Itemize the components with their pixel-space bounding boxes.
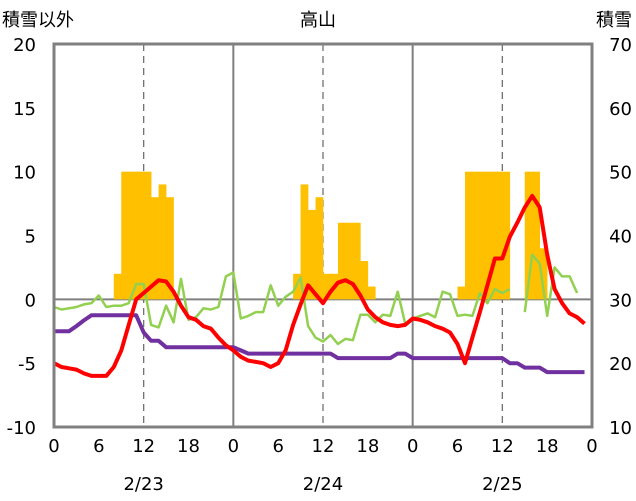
precip-bar [367, 286, 376, 300]
y-axis-right-ticks: 10 20 30 40 50 60 70 [609, 35, 632, 439]
precip-bar [360, 261, 369, 300]
x-tick-label: 18 [536, 436, 559, 457]
precip-bar [494, 171, 503, 300]
x-tick-label: 6 [93, 436, 104, 457]
precip-bars [113, 171, 548, 300]
precip-bar [464, 171, 473, 300]
day-label: 2/25 [482, 474, 522, 495]
y-right-tick-label: 40 [609, 227, 632, 248]
y-left-tick-label: 15 [13, 99, 36, 120]
y-right-tick-label: 50 [609, 163, 632, 184]
x-tick-label: 0 [228, 436, 239, 457]
x-tick-label: 6 [452, 436, 463, 457]
precip-bar [300, 184, 309, 300]
precip-bar [337, 222, 346, 300]
x-tick-label: 18 [177, 436, 200, 457]
x-tick-label: 12 [491, 436, 514, 457]
snow-depth-line [54, 313, 585, 375]
precip-bar [539, 248, 548, 300]
y-left-tick-label: -5 [18, 354, 36, 375]
precip-bar [136, 171, 144, 300]
wind-line [523, 253, 579, 318]
series-lines [53, 193, 586, 378]
precip-bar [532, 171, 540, 300]
day-labels: 2/23 2/24 2/25 [123, 474, 522, 495]
precip-bar [352, 222, 361, 300]
x-tick-label: 0 [48, 436, 59, 457]
y-right-tick-label: 60 [609, 99, 632, 120]
day-label: 2/23 [123, 474, 163, 495]
y-right-tick-label: 20 [609, 354, 632, 375]
precip-bar [457, 286, 466, 300]
precip-bar [524, 171, 533, 300]
y-left-tick-label: 10 [13, 163, 36, 184]
precip-bar [502, 171, 511, 300]
x-tick-label: 6 [272, 436, 283, 457]
y-right-tick-label: 30 [609, 290, 632, 311]
precip-bar [487, 171, 496, 300]
plot-frame [52, 42, 594, 429]
x-tick-label: 0 [407, 436, 418, 457]
precip-bar [472, 171, 481, 300]
y-axis-left-ticks: -10 -5 0 5 10 15 20 [7, 35, 36, 439]
x-tick-label: 12 [132, 436, 155, 457]
precip-bar [113, 273, 122, 300]
precip-bar [128, 171, 137, 300]
day-label: 2/24 [303, 474, 343, 495]
precip-bar [315, 197, 324, 300]
precip-bar [143, 171, 152, 300]
wind-line [53, 271, 511, 346]
y-right-tick-label: 70 [609, 35, 632, 56]
x-tick-label: 0 [586, 436, 597, 457]
y-axis-left-title: 積雪以外 [2, 10, 74, 31]
precip-bar [166, 197, 174, 300]
y-axis-right-title: 積雪 [596, 10, 632, 31]
y-left-tick-label: 20 [13, 35, 36, 56]
y-right-tick-label: 10 [609, 418, 632, 439]
precip-bar [345, 222, 354, 300]
precip-bar [121, 171, 130, 300]
precip-bar [479, 171, 488, 300]
y-left-tick-label: 5 [25, 227, 36, 248]
x-tick-label: 18 [356, 436, 379, 457]
y-left-tick-label: -10 [7, 418, 36, 439]
chart-title: 高山 [300, 10, 336, 31]
precip-bar [323, 273, 331, 300]
precip-bar [151, 197, 159, 300]
temperature-line [53, 193, 586, 378]
y-left-tick-label: 0 [25, 290, 36, 311]
precip-bar [158, 184, 167, 300]
x-axis-ticks: 0 6 12 18 0 6 12 18 0 6 12 18 0 [48, 436, 597, 457]
x-tick-label: 12 [312, 436, 335, 457]
precip-bar [308, 209, 316, 300]
